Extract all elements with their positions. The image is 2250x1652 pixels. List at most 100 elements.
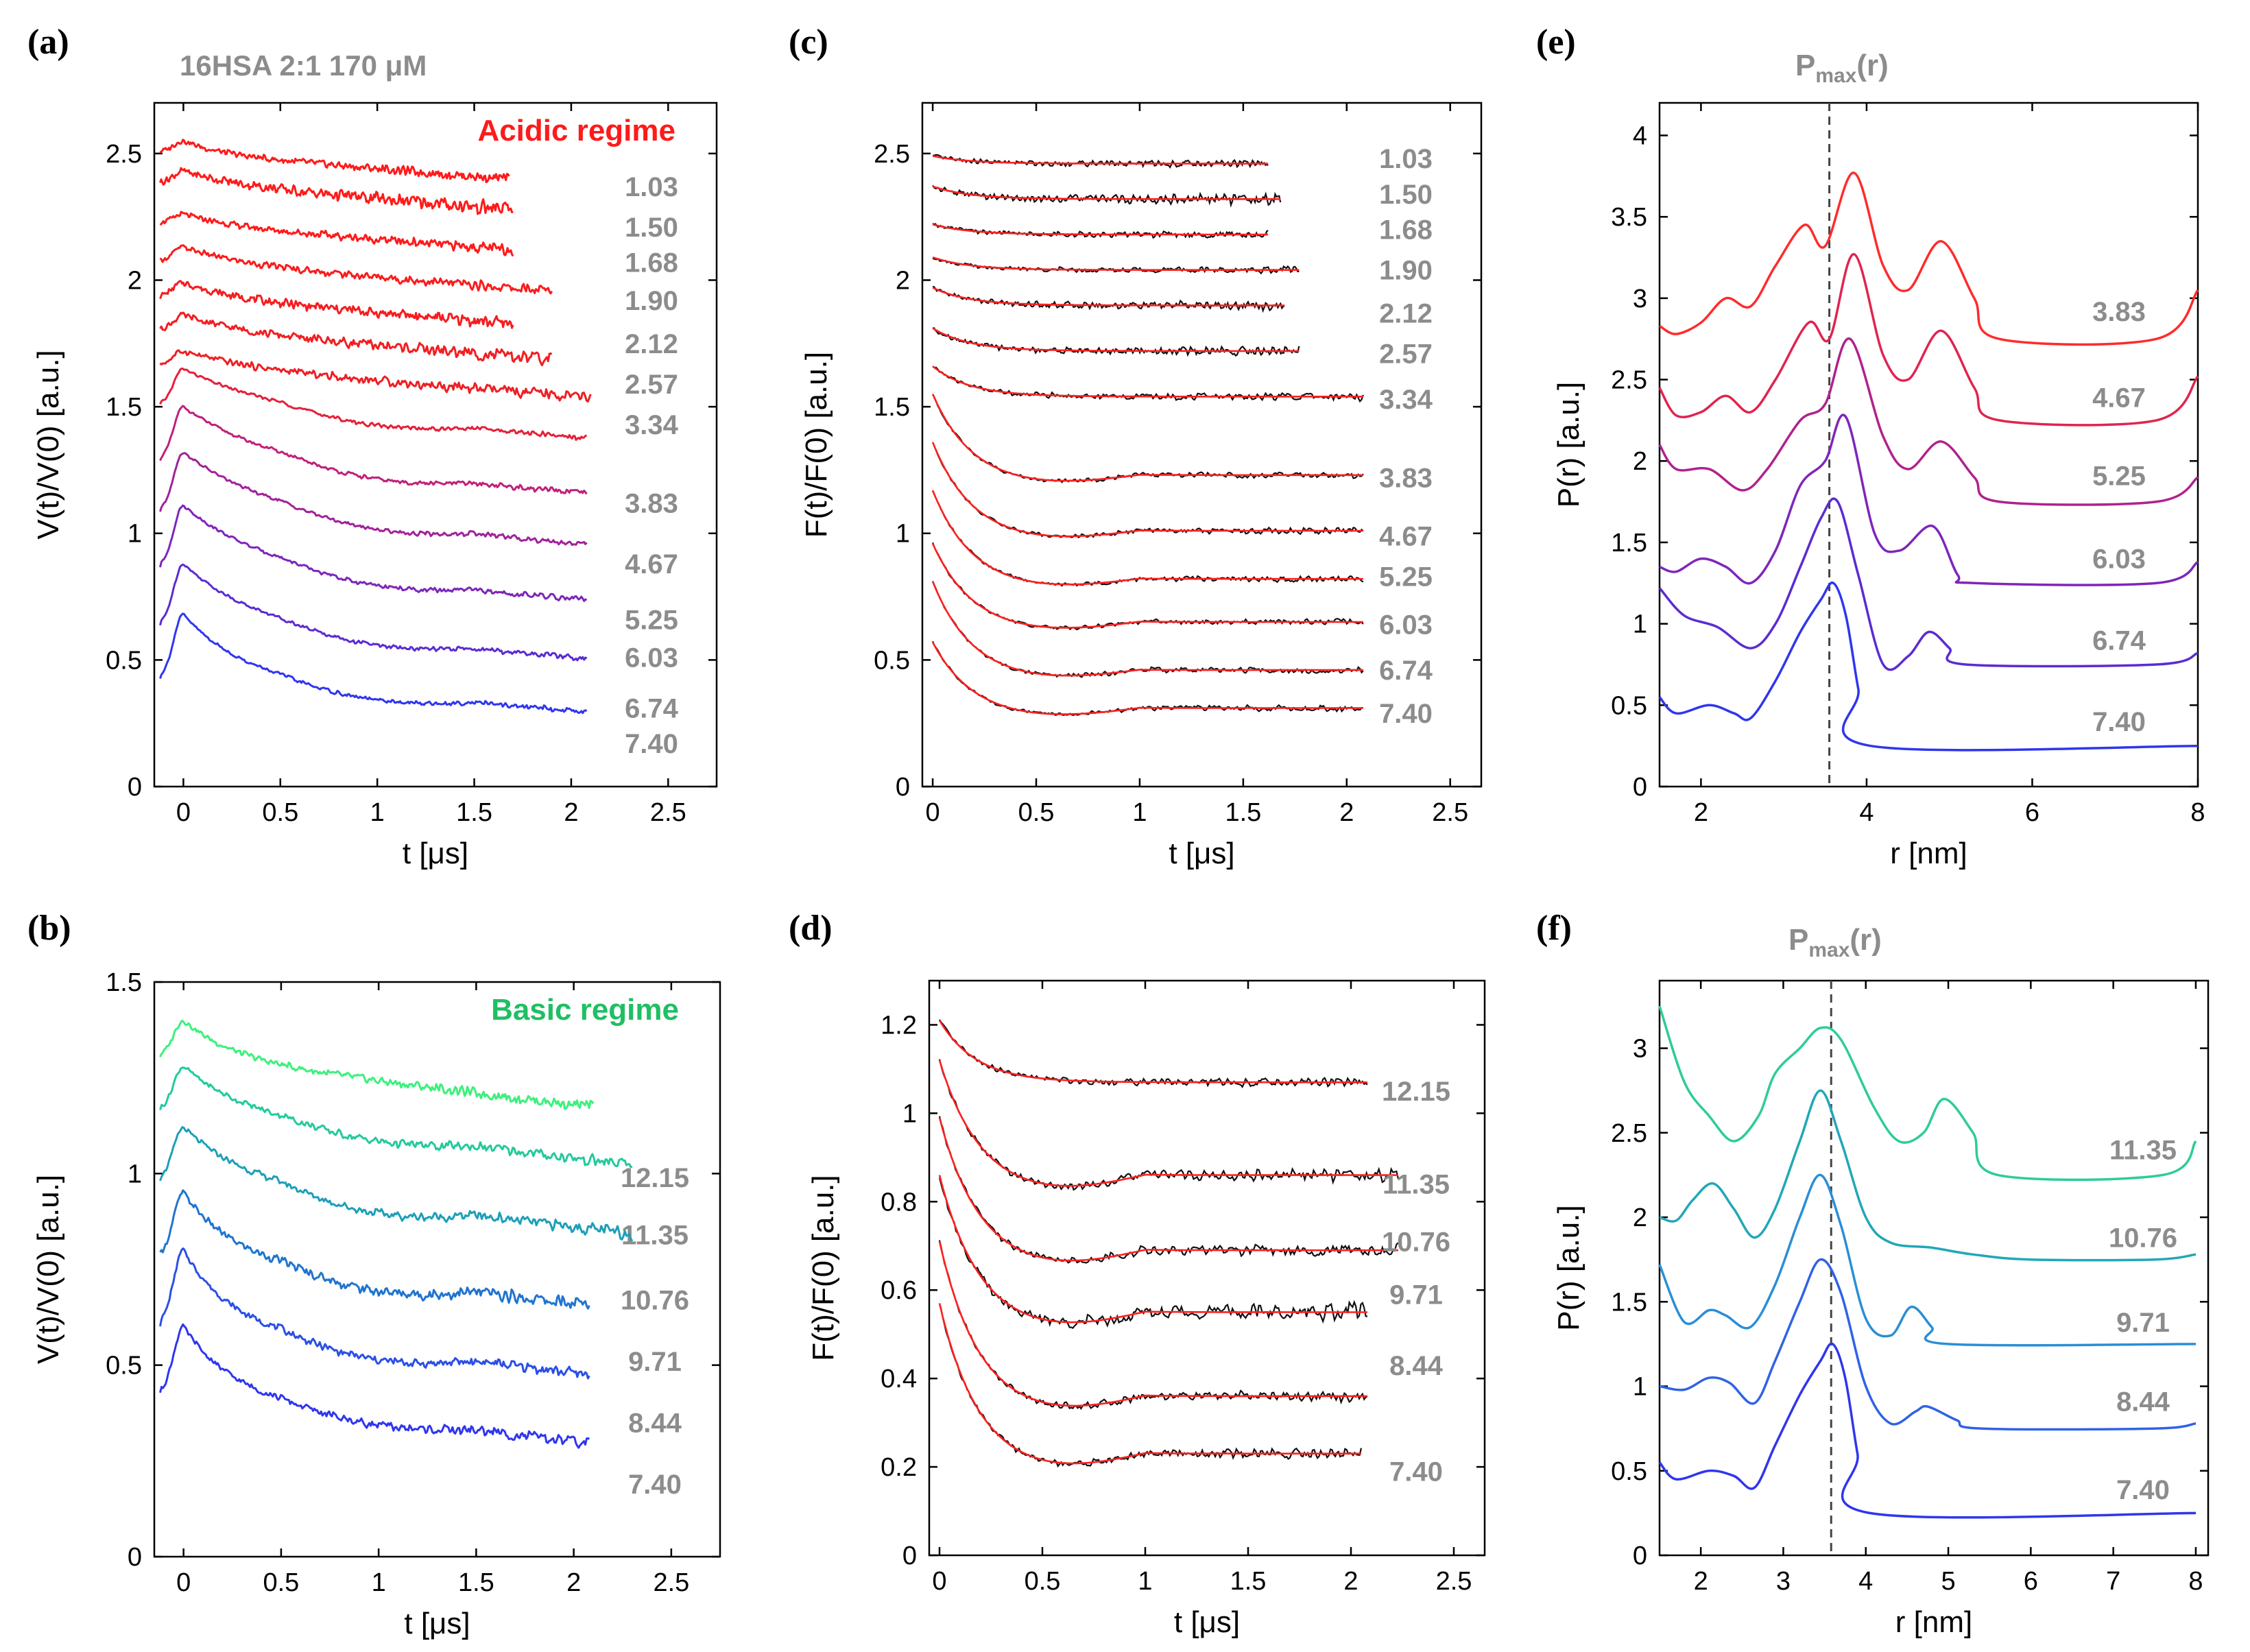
y-tick-label: 0.5 — [106, 1352, 142, 1380]
trace-line-1.68 — [159, 211, 514, 257]
distribution-line-7.40 — [1658, 1342, 2197, 1519]
fit-line-3.34 — [932, 366, 1363, 398]
y-tick-label: 3 — [1633, 1035, 1647, 1064]
series-label-8.44: 8.44 — [1389, 1351, 1444, 1381]
trace-line-1.03 — [159, 139, 510, 184]
y-axis-label: F(t)/F(0) [a.u.] — [800, 352, 833, 538]
trace-line-1.50 — [159, 167, 514, 215]
fit-line-5.25 — [931, 490, 1363, 586]
y-tick-label: 1 — [128, 1160, 142, 1188]
series-label-9.71: 9.71 — [1389, 1280, 1443, 1310]
x-tick-label: 2 — [1694, 798, 1708, 827]
pmax-tail-e: (r) — [1856, 49, 1888, 82]
y-tick-label: 1.5 — [106, 393, 142, 422]
series-label-9.71: 9.71 — [628, 1347, 682, 1377]
distribution-line-11.35 — [1658, 1005, 2197, 1182]
y-tick-label: 0 — [902, 1542, 917, 1570]
x-tick-label: 2.5 — [650, 798, 686, 827]
fit-line-10.76 — [938, 1117, 1398, 1262]
x-tick-label: 1.5 — [1230, 1567, 1267, 1596]
fit-line-4.67 — [931, 442, 1363, 538]
y-tick-label: 0.5 — [1611, 1457, 1647, 1486]
chart-panel-a: 0 0.5 1 1.5 2 2.5 0 0.5 1 1.5 2 2.5 t [μs] V(t)/V(0) … — [32, 101, 718, 870]
x-tick-label: 0 — [176, 1568, 191, 1597]
pmax-sub-f: max — [1808, 939, 1850, 961]
y-tick-label: 0 — [128, 1543, 142, 1572]
series-label-10.76: 10.76 — [1382, 1227, 1450, 1257]
x-tick-label: 2.5 — [653, 1568, 689, 1597]
chart-panel-c: 0 0.5 1 1.5 2 2.5 0 0.5 1 1.5 2 2.5 t [μs] F(t)/F(0) … — [800, 101, 1483, 870]
fit-line-1.50 — [932, 185, 1281, 200]
y-tick-label: 1.2 — [881, 1011, 917, 1040]
fit-line-9.71 — [938, 1175, 1367, 1324]
fit-line-12.15 — [938, 1020, 1367, 1084]
x-tick-label: 2.5 — [1432, 798, 1468, 827]
x-tick-label: 6 — [2025, 798, 2039, 827]
fit-line-6.03 — [931, 542, 1363, 629]
x-tick-label: 7 — [2106, 1567, 2120, 1596]
x-tick-label: 0.5 — [263, 1568, 299, 1597]
trace-line-9.71 — [159, 1189, 590, 1310]
y-tick-label: 1 — [896, 520, 910, 549]
series-label-7.40: 7.40 — [628, 1470, 682, 1500]
series-label-6.03: 6.03 — [2092, 544, 2146, 575]
y-tick-label: 2.5 — [1611, 1119, 1647, 1148]
y-axis-label: F(t)/F(0) [a.u.] — [806, 1175, 840, 1361]
y-axis-label: P(r) [a.u.] — [1552, 1205, 1585, 1330]
y-tick-label: 3 — [1633, 285, 1647, 313]
series-label-3.34: 3.34 — [625, 410, 679, 440]
series-label-12.15: 12.15 — [1382, 1077, 1450, 1107]
pmax-label-e: Pmax(r) — [1795, 49, 1889, 87]
fit-line-7.40 — [938, 1303, 1361, 1465]
x-tick-label: 0.5 — [1025, 1567, 1061, 1596]
series-label-11.35: 11.35 — [621, 1221, 689, 1251]
x-tick-label: 3 — [1776, 1567, 1791, 1596]
trace-line-12.15 — [159, 1020, 595, 1110]
chart-panel-b: 0 0.5 1 1.5 2 2.5 0 0.5 1 1.5 t [μs] V(t)/V(0) [a.u… — [32, 968, 721, 1640]
y-tick-label: 2 — [1633, 1204, 1647, 1232]
x-tick-label: 0.5 — [262, 798, 298, 827]
trace-line-8.44 — [159, 1247, 590, 1380]
series-label-1.03: 1.03 — [625, 172, 678, 202]
x-tick-label: 5 — [1941, 1567, 1955, 1596]
series-label-3.83: 3.83 — [625, 488, 678, 518]
series-label-4.67: 4.67 — [625, 549, 678, 579]
series-label-7.40: 7.40 — [1389, 1457, 1443, 1487]
series-label-3.83: 3.83 — [1379, 464, 1433, 494]
series-label-11.35: 11.35 — [1383, 1170, 1450, 1200]
x-tick-label: 0 — [176, 798, 191, 827]
y-tick-label: 0 — [1633, 773, 1647, 802]
y-tick-label: 0 — [1633, 1542, 1647, 1570]
series-label-5.25: 5.25 — [625, 605, 678, 635]
distribution-line-8.44 — [1659, 1258, 2197, 1431]
series-label-12.15: 12.15 — [621, 1163, 689, 1193]
x-tick-label: 2 — [1343, 1567, 1358, 1596]
series-label-11.35: 11.35 — [2109, 1135, 2177, 1165]
x-axis-label: r [nm] — [1895, 1605, 1972, 1639]
trace-line-7.40 — [159, 1323, 590, 1449]
y-tick-label: 1 — [902, 1099, 917, 1128]
x-tick-label: 0.5 — [1018, 798, 1055, 827]
trace-line-7.40 — [159, 612, 588, 715]
distribution-line-3.83 — [1659, 171, 2199, 346]
panel-label-f: (f) — [1536, 909, 1572, 948]
series-label-8.44: 8.44 — [628, 1408, 682, 1438]
fit-line-1.03 — [932, 155, 1269, 165]
series-label-1.90: 1.90 — [625, 286, 678, 316]
y-tick-label: 4 — [1633, 121, 1647, 150]
fit-line-8.44 — [938, 1241, 1367, 1407]
y-tick-label: 2 — [128, 266, 142, 295]
panel-label-c: (c) — [789, 23, 828, 62]
x-axis-label: t [μs] — [404, 1607, 470, 1640]
distribution-line-10.76 — [1659, 1089, 2197, 1262]
distribution-line-5.25 — [1658, 337, 2199, 506]
figure-subtitle: 16HSA 2:1 170 μM — [180, 49, 427, 82]
series-label-1.68: 1.68 — [625, 248, 678, 278]
y-tick-label: 0.6 — [881, 1276, 917, 1305]
series-label-3.83: 3.83 — [2092, 297, 2146, 327]
x-tick-label: 1.5 — [458, 1568, 494, 1597]
series-label-4.67: 4.67 — [1379, 521, 1433, 551]
trace-line-11.35 — [159, 1066, 633, 1169]
trace-line-3.83 — [159, 368, 588, 441]
